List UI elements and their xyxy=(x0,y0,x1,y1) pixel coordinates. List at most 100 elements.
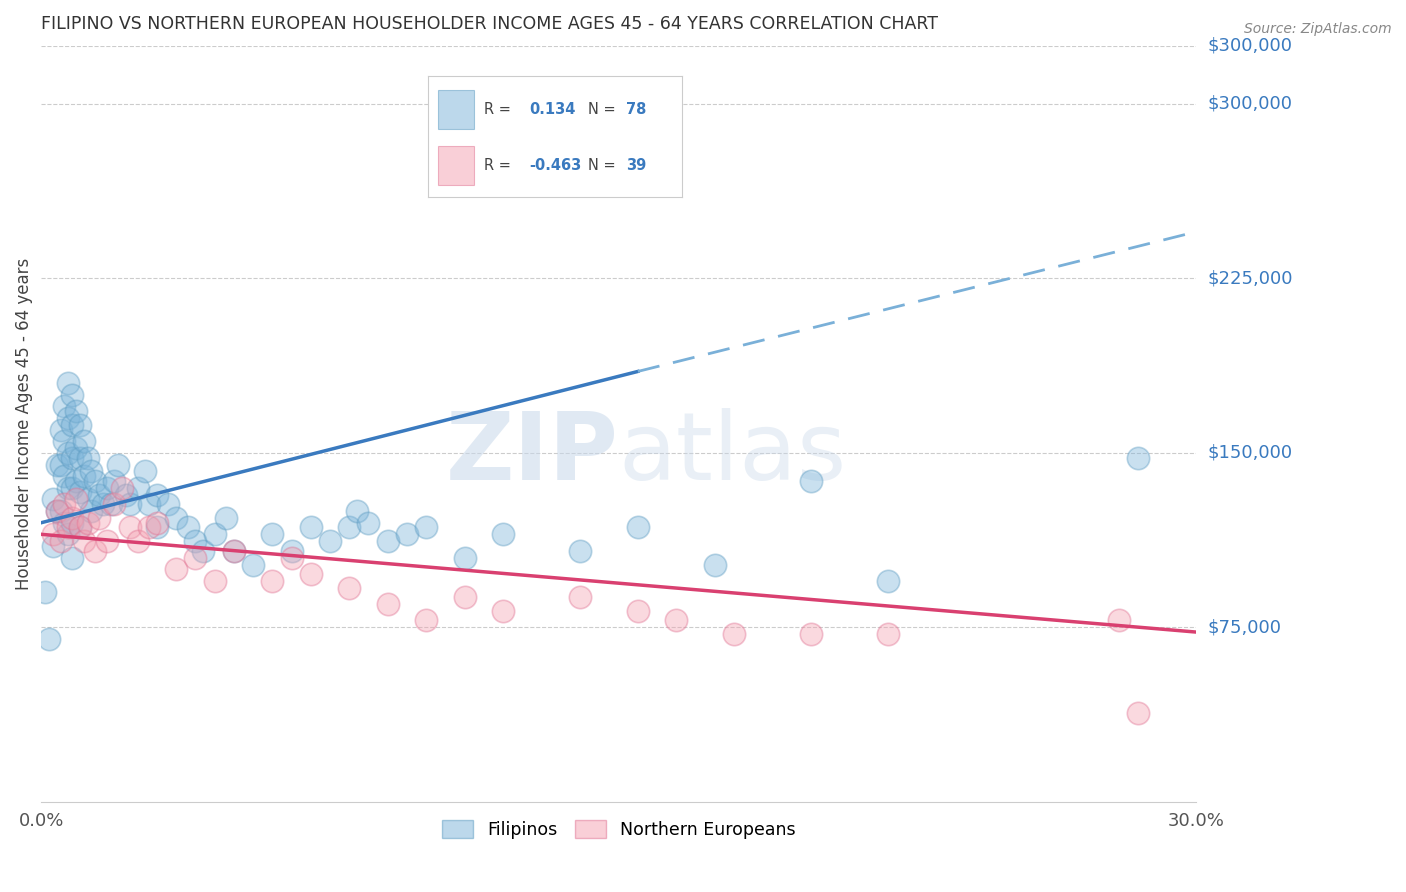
Point xyxy=(319,534,342,549)
Point xyxy=(377,597,399,611)
Point xyxy=(60,417,83,432)
Point xyxy=(1108,614,1130,628)
Text: $225,000: $225,000 xyxy=(1208,269,1292,287)
Point xyxy=(42,527,65,541)
Point xyxy=(492,527,515,541)
Point xyxy=(60,450,83,465)
Point xyxy=(53,516,76,530)
Point xyxy=(165,562,187,576)
Point xyxy=(415,614,437,628)
Point xyxy=(42,539,65,553)
Point xyxy=(60,511,83,525)
Point xyxy=(242,558,264,572)
Point xyxy=(146,520,169,534)
Point xyxy=(84,543,107,558)
Point xyxy=(58,376,80,390)
Point xyxy=(357,516,380,530)
Point xyxy=(800,474,823,488)
Point xyxy=(69,450,91,465)
Point xyxy=(627,604,650,618)
Point xyxy=(222,543,245,558)
Point xyxy=(346,504,368,518)
Point xyxy=(569,590,592,604)
Point xyxy=(65,404,87,418)
Point xyxy=(138,520,160,534)
Text: FILIPINO VS NORTHERN EUROPEAN HOUSEHOLDER INCOME AGES 45 - 64 YEARS CORRELATION : FILIPINO VS NORTHERN EUROPEAN HOUSEHOLDE… xyxy=(41,15,938,33)
Point xyxy=(76,492,98,507)
Point xyxy=(87,488,110,502)
Legend: Filipinos, Northern Europeans: Filipinos, Northern Europeans xyxy=(434,814,803,847)
Point xyxy=(91,497,114,511)
Point xyxy=(127,481,149,495)
Point xyxy=(76,450,98,465)
Point xyxy=(569,543,592,558)
Point xyxy=(38,632,60,646)
Text: $300,000: $300,000 xyxy=(1208,37,1292,54)
Point xyxy=(165,511,187,525)
Point xyxy=(80,465,103,479)
Point xyxy=(262,527,284,541)
Point xyxy=(76,516,98,530)
Point xyxy=(42,492,65,507)
Text: ZIP: ZIP xyxy=(446,408,619,500)
Point xyxy=(299,566,322,581)
Point xyxy=(723,627,745,641)
Point xyxy=(115,488,138,502)
Point xyxy=(87,511,110,525)
Point xyxy=(34,585,56,599)
Point xyxy=(111,481,134,495)
Point xyxy=(146,516,169,530)
Point xyxy=(377,534,399,549)
Point xyxy=(69,417,91,432)
Point xyxy=(665,614,688,628)
Point xyxy=(877,627,900,641)
Point xyxy=(103,497,125,511)
Point xyxy=(73,434,96,449)
Text: $150,000: $150,000 xyxy=(1208,444,1292,462)
Point xyxy=(49,423,72,437)
Point xyxy=(65,474,87,488)
Point xyxy=(337,581,360,595)
Point xyxy=(454,590,477,604)
Point xyxy=(53,469,76,483)
Text: $75,000: $75,000 xyxy=(1208,618,1281,636)
Point xyxy=(73,469,96,483)
Point xyxy=(222,543,245,558)
Text: Source: ZipAtlas.com: Source: ZipAtlas.com xyxy=(1244,22,1392,37)
Point xyxy=(53,434,76,449)
Point xyxy=(1128,450,1150,465)
Point xyxy=(138,497,160,511)
Point xyxy=(58,527,80,541)
Point xyxy=(1128,706,1150,721)
Point xyxy=(134,465,156,479)
Point xyxy=(96,481,118,495)
Point xyxy=(280,550,302,565)
Point xyxy=(492,604,515,618)
Point xyxy=(49,458,72,472)
Point xyxy=(703,558,725,572)
Point xyxy=(204,527,226,541)
Point xyxy=(84,474,107,488)
Point xyxy=(184,534,207,549)
Point xyxy=(49,504,72,518)
Y-axis label: Householder Income Ages 45 - 64 years: Householder Income Ages 45 - 64 years xyxy=(15,258,32,590)
Point xyxy=(454,550,477,565)
Point xyxy=(65,441,87,455)
Point xyxy=(184,550,207,565)
Point xyxy=(103,474,125,488)
Point xyxy=(58,520,80,534)
Point xyxy=(60,550,83,565)
Point xyxy=(45,504,67,518)
Point xyxy=(69,520,91,534)
Point xyxy=(96,534,118,549)
Point xyxy=(280,543,302,558)
Point xyxy=(800,627,823,641)
Point xyxy=(127,534,149,549)
Point xyxy=(157,497,180,511)
Point xyxy=(118,520,141,534)
Point xyxy=(58,411,80,425)
Point xyxy=(69,485,91,500)
Point xyxy=(176,520,198,534)
Point xyxy=(146,488,169,502)
Point xyxy=(65,492,87,507)
